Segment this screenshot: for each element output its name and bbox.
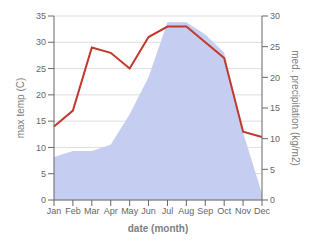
svg-text:Nov: Nov <box>235 206 252 216</box>
svg-text:25: 25 <box>270 42 280 52</box>
svg-text:5: 5 <box>270 165 275 175</box>
svg-text:0: 0 <box>41 195 46 205</box>
svg-text:15: 15 <box>36 116 46 126</box>
svg-text:Oct: Oct <box>217 206 232 216</box>
svg-text:20: 20 <box>270 73 280 83</box>
svg-text:Mar: Mar <box>84 206 100 216</box>
svg-text:35: 35 <box>36 11 46 21</box>
svg-text:30: 30 <box>36 37 46 47</box>
svg-text:0: 0 <box>270 195 275 205</box>
svg-text:Jan: Jan <box>47 206 62 216</box>
svg-text:10: 10 <box>36 143 46 153</box>
svg-text:10: 10 <box>270 134 280 144</box>
svg-text:Feb: Feb <box>65 206 81 216</box>
svg-text:25: 25 <box>36 64 46 74</box>
svg-text:Jul: Jul <box>162 206 174 216</box>
svg-text:Sep: Sep <box>197 206 213 216</box>
svg-text:Dec: Dec <box>254 206 271 216</box>
svg-text:20: 20 <box>36 90 46 100</box>
svg-text:May: May <box>121 206 139 216</box>
svg-text:5: 5 <box>41 169 46 179</box>
svg-text:Aug: Aug <box>178 206 194 216</box>
svg-text:med. precipitation (kg/m2): med. precipitation (kg/m2) <box>290 50 301 166</box>
svg-text:30: 30 <box>270 11 280 21</box>
svg-text:Jun: Jun <box>141 206 156 216</box>
svg-text:15: 15 <box>270 103 280 113</box>
svg-text:max temp (C): max temp (C) <box>15 78 26 139</box>
svg-text:date (month): date (month) <box>128 223 189 234</box>
svg-text:Apr: Apr <box>104 206 118 216</box>
